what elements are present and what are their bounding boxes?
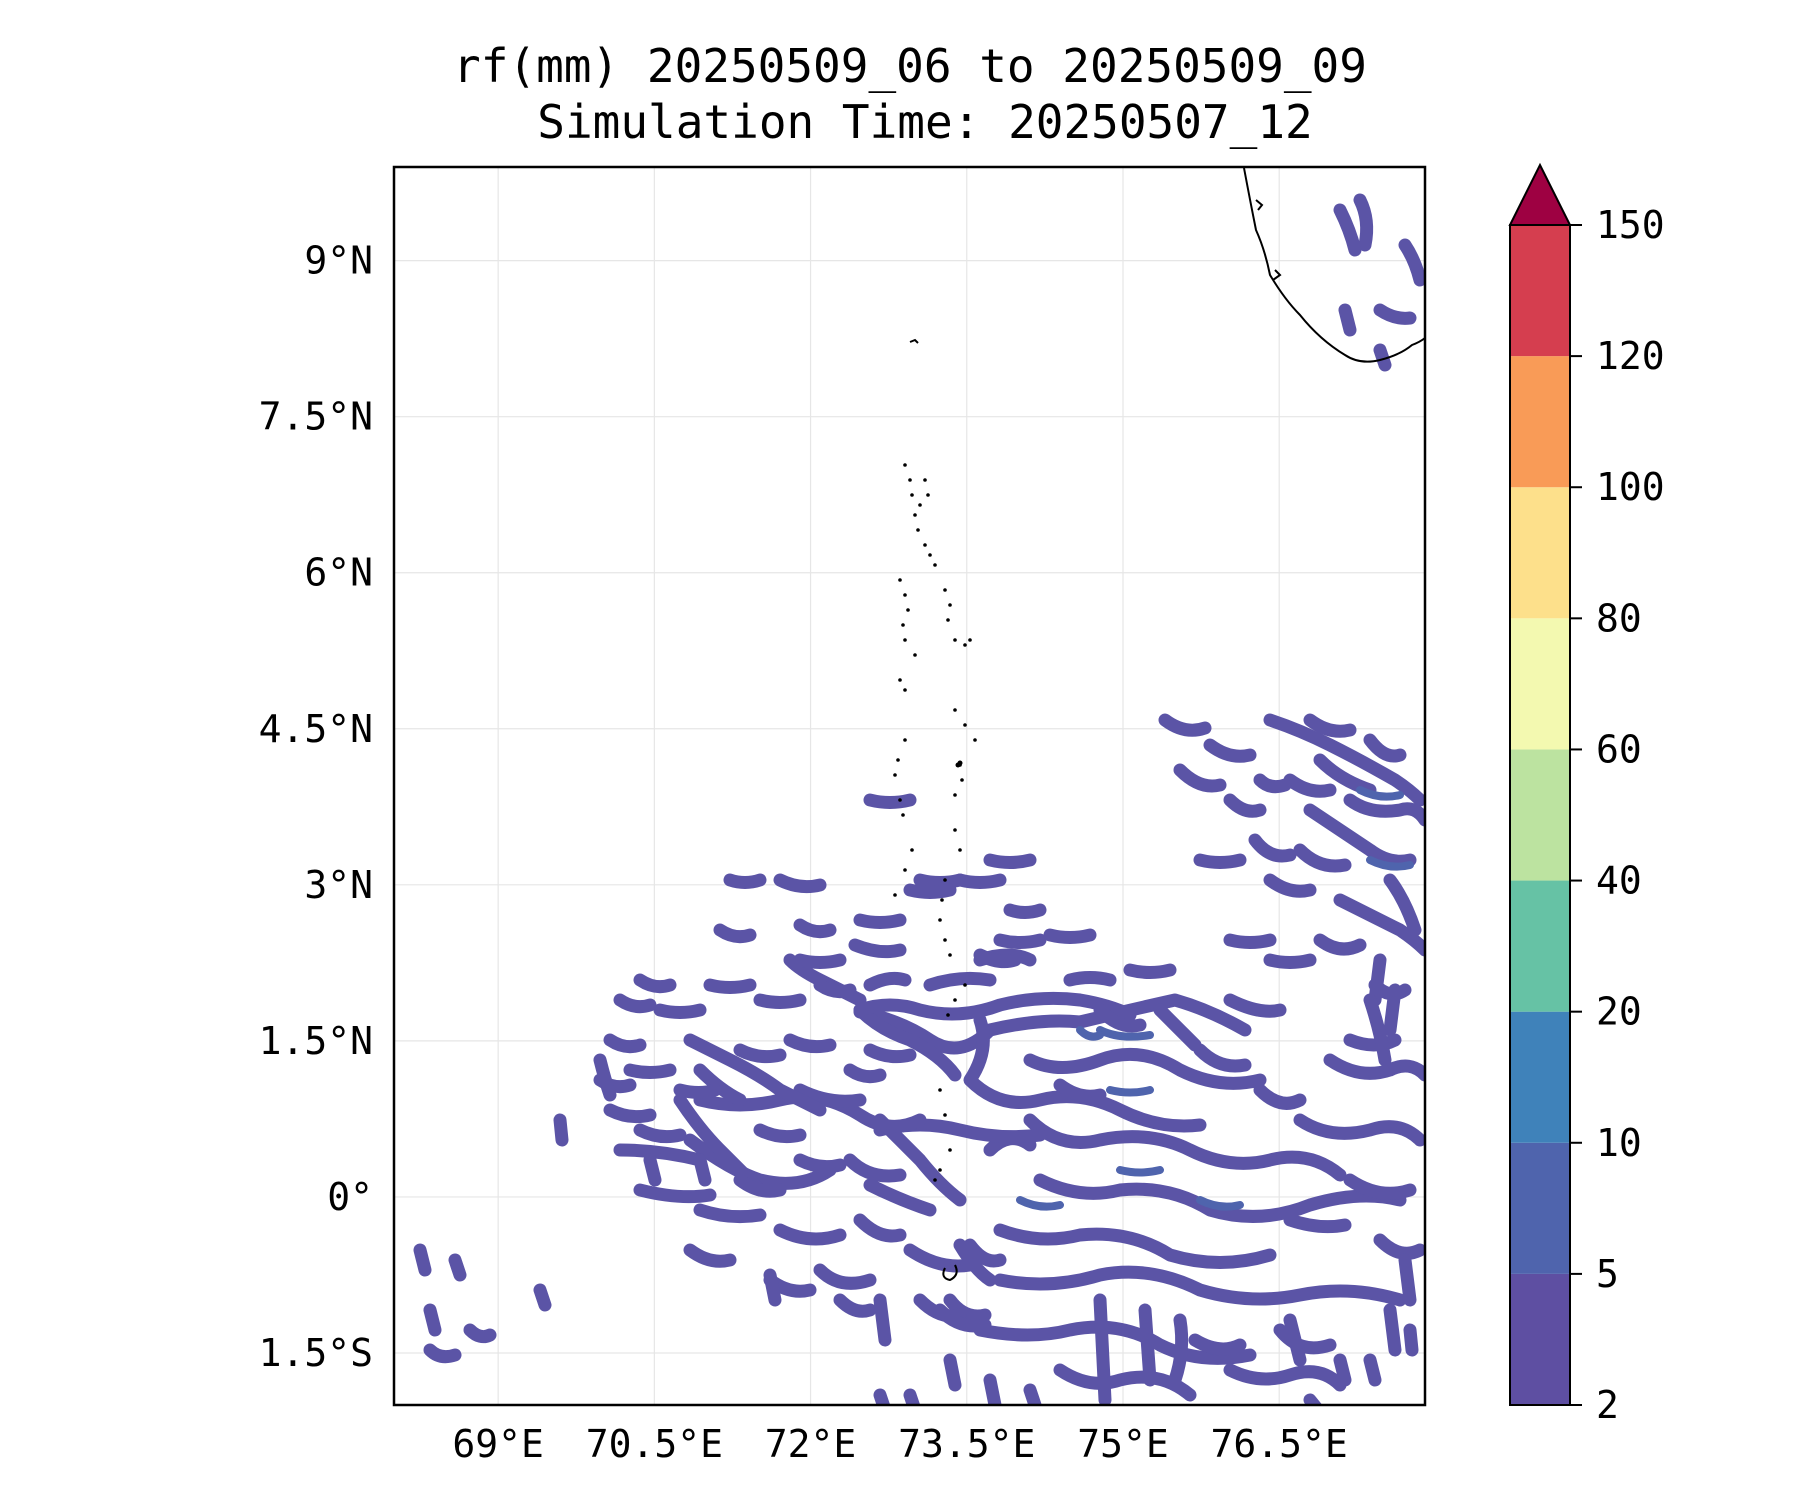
colorbar-tick-label: 5: [1596, 1252, 1619, 1296]
title-line-2: Simulation Time: 20250507_12: [537, 95, 1312, 149]
latitude-tick-labels: 9°N 7.5°N 6°N 4.5°N 3°N 1.5°N 0° 1.5°S: [259, 239, 373, 1375]
title-line-1: rf(mm) 20250509_06 to 20250509_09: [453, 39, 1367, 93]
lon-tick-label: 73.5°E: [898, 1422, 1035, 1466]
lon-tick-label: 72°E: [765, 1422, 857, 1466]
lat-tick-label: 9°N: [304, 239, 373, 283]
colorbar-tick-label: 120: [1596, 334, 1665, 378]
coastline: [909, 167, 1426, 1282]
colorbar-band-2: [1510, 1273, 1570, 1405]
colorbar-band-20: [1510, 880, 1570, 1012]
lon-tick-label: 70.5°E: [586, 1422, 723, 1466]
colorbar-tick-label: 20: [1596, 990, 1642, 1034]
lon-tick-label: 76.5°E: [1211, 1422, 1348, 1466]
colorbar-tick-label: 150: [1596, 203, 1665, 247]
lat-tick-label: 6°N: [304, 551, 373, 595]
colorbar-extend-arrow: [1508, 162, 1572, 226]
lat-tick-label: 0°: [327, 1175, 373, 1219]
colorbar-band-100: [1510, 356, 1570, 488]
colorbar-band-80: [1510, 487, 1570, 619]
lon-tick-label: 75°E: [1077, 1422, 1169, 1466]
maldives-islands: [893, 463, 977, 1182]
colorbar-tick-label: 2: [1596, 1383, 1619, 1427]
colorbar-tick-label: 40: [1596, 859, 1642, 903]
colorbar-tick-label: 80: [1596, 596, 1642, 640]
colorbar-band-10: [1510, 1011, 1570, 1143]
colorbar: 2 5 10 20 40 60 80 100 120 150: [1508, 162, 1665, 1427]
lat-tick-label: 4.5°N: [259, 707, 373, 751]
lat-tick-label: 1.5°N: [259, 1019, 373, 1063]
lat-tick-label: 7.5°N: [259, 395, 373, 439]
lat-tick-label: 3°N: [304, 863, 373, 907]
colorbar-frame: [1509, 224, 1571, 1406]
colorbar-tick-label: 100: [1596, 465, 1665, 509]
colorbar-tick-label: 60: [1596, 727, 1642, 771]
colorbar-band-60: [1510, 618, 1570, 750]
colorbar-band-40: [1510, 749, 1570, 881]
plot-frame: [392, 165, 1427, 1407]
colorbar-tick-label: 10: [1596, 1121, 1642, 1165]
lon-tick-label: 69°E: [452, 1422, 544, 1466]
longitude-tick-labels: 69°E 70.5°E 72°E 73.5°E 75°E 76.5°E: [452, 1422, 1347, 1466]
colorbar-band-120: [1510, 225, 1570, 357]
rainfall-contours-2-5mm: [413, 193, 1425, 1405]
rainfall-field: [413, 193, 1425, 1405]
rainfall-contours-5-10mm: [1016, 786, 1414, 1211]
plot-area: [392, 165, 1427, 1407]
colorbar-band-5: [1510, 1142, 1570, 1274]
lat-tick-label: 1.5°S: [259, 1331, 373, 1375]
